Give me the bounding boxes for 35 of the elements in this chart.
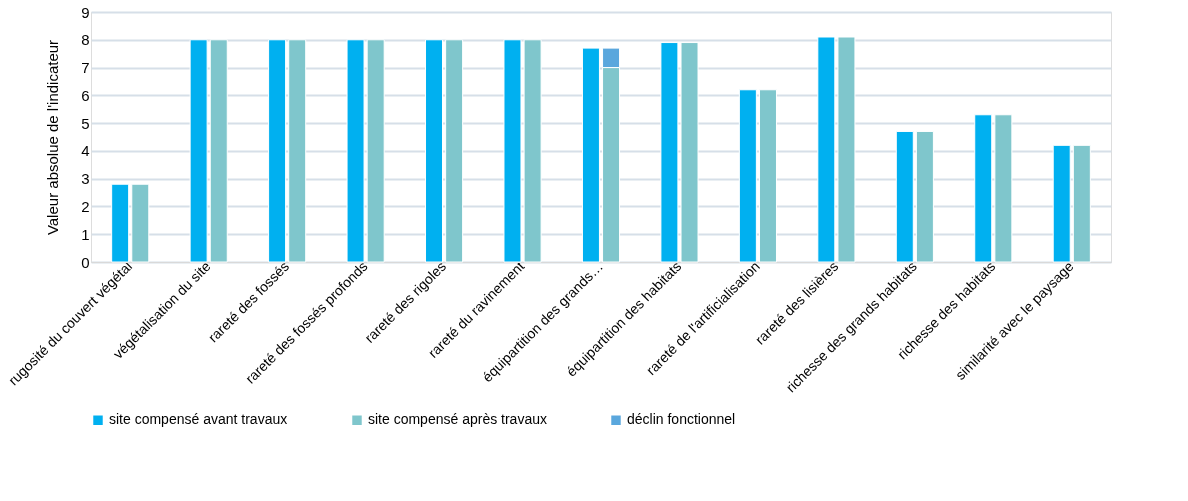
y-tick-label: 1 xyxy=(81,225,90,243)
legend-label: site compensé avant travaux xyxy=(109,411,288,428)
bar xyxy=(738,89,757,263)
bar xyxy=(895,130,914,263)
bar xyxy=(915,130,934,263)
bar xyxy=(209,39,228,263)
y-axis-title: Valeur absolue de l'indicateur xyxy=(44,39,62,236)
bar xyxy=(974,114,993,263)
bar xyxy=(758,89,777,263)
bar xyxy=(994,114,1013,263)
y-tick-label: 6 xyxy=(81,86,90,104)
y-tick-label: 4 xyxy=(81,142,90,160)
legend-label: déclin fonctionnel xyxy=(627,411,736,428)
bar xyxy=(837,36,856,263)
y-tick-label: 7 xyxy=(81,59,90,77)
y-tick-label: 2 xyxy=(81,197,90,215)
bar xyxy=(425,39,444,263)
y-tick-label: 0 xyxy=(81,253,90,271)
bar xyxy=(445,39,464,263)
bar xyxy=(131,183,150,263)
bar xyxy=(581,47,600,263)
bar xyxy=(366,39,385,263)
bar xyxy=(346,39,365,263)
bar xyxy=(111,183,130,263)
y-tick-label: 8 xyxy=(81,31,90,49)
legend-label: site compensé après travaux xyxy=(368,411,547,428)
bar xyxy=(1052,144,1071,263)
bar xyxy=(817,36,836,263)
y-tick-label: 9 xyxy=(81,3,90,21)
bar xyxy=(189,39,208,263)
bar xyxy=(288,39,307,263)
bar xyxy=(1072,144,1091,263)
y-tick-label: 3 xyxy=(81,170,90,188)
y-tick-label: 5 xyxy=(81,114,90,132)
bar xyxy=(268,39,287,263)
